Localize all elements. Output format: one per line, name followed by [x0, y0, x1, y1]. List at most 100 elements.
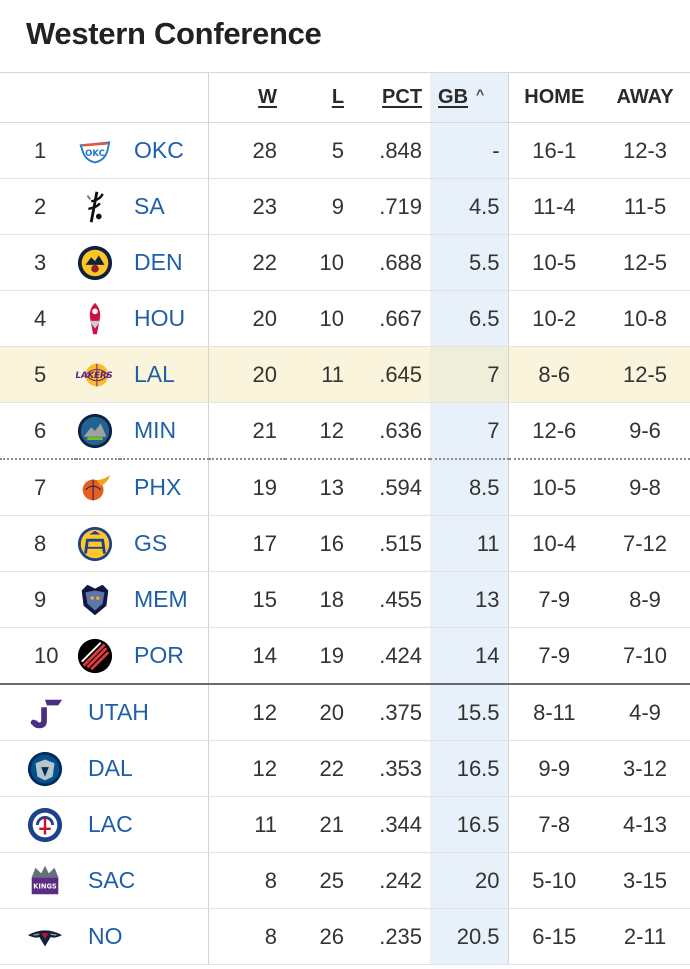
losses-cell: 11	[285, 346, 353, 403]
losses-cell: 25	[285, 852, 353, 909]
team-link[interactable]: NO	[88, 923, 123, 949]
hou-logo-icon[interactable]	[76, 300, 114, 338]
gb-cell: -	[430, 122, 509, 179]
rank-cell: 7	[0, 459, 76, 516]
sac-logo-icon[interactable]: KINGS	[26, 862, 64, 900]
home-record-cell: 9-9	[508, 740, 601, 797]
wins-cell: 23	[208, 178, 286, 235]
home-record-cell: 10-5	[508, 459, 601, 516]
losses-cell: 9	[285, 178, 353, 235]
gb-cell: 14	[430, 627, 509, 685]
no-logo-icon[interactable]	[26, 918, 64, 956]
rank-cell: 9	[0, 571, 76, 628]
losses-cell: 12	[285, 402, 353, 460]
team-link[interactable]: DAL	[88, 755, 133, 781]
table-row[interactable]: 10 POR 14 19.424 14 7-9 7-10	[0, 627, 690, 685]
table-row[interactable]: 6 MIN 21 12.636 7 12-6 9-6	[0, 402, 690, 460]
col-header-l[interactable]: L	[285, 72, 353, 123]
home-record-cell: 7-8	[508, 796, 601, 853]
team-link[interactable]: LAC	[88, 811, 133, 837]
rank-cell: 5	[0, 346, 76, 403]
table-row[interactable]: 4 HOU 20 10.667 6.5 10-2 10-8	[0, 290, 690, 347]
team-link[interactable]: SAC	[88, 867, 136, 893]
rank-cell: 10	[0, 627, 76, 685]
team-link[interactable]: POR	[120, 627, 209, 685]
por-logo-icon[interactable]	[76, 637, 114, 675]
svg-text:OKC: OKC	[85, 148, 105, 158]
col-header-w[interactable]: W	[208, 72, 286, 123]
team-link[interactable]: OKC	[120, 122, 209, 179]
pct-cell: .455	[352, 571, 431, 628]
gs-logo-icon[interactable]	[76, 525, 114, 563]
team-link[interactable]: MEM	[120, 571, 209, 628]
sa-logo-icon[interactable]	[76, 188, 114, 226]
gb-cell: 11	[430, 515, 509, 572]
mem-logo-icon[interactable]	[76, 581, 114, 619]
header-row: W L PCT GB ^ HOME AWAY	[0, 72, 690, 123]
table-row[interactable]: 3 DEN 22 10.688 5.5 10-5 12-5	[0, 234, 690, 291]
losses-cell: 10	[285, 290, 353, 347]
wins-cell: 19	[208, 459, 286, 516]
logo-cell	[76, 402, 120, 460]
team-link[interactable]: UTAH	[88, 699, 149, 725]
table-row[interactable]: 9 MEM 15 18.455 13 7-9 8-9	[0, 571, 690, 628]
wins-cell: 11	[208, 796, 286, 853]
team-link[interactable]: MIN	[120, 402, 209, 460]
wins-cell: 8	[208, 852, 286, 909]
table-row[interactable]: 8 GS 17 16.515 11 10-4 7-12	[0, 515, 690, 572]
col-header-gb[interactable]: GB ^	[430, 72, 509, 123]
losses-cell: 5	[285, 122, 353, 179]
team-link[interactable]: GS	[120, 515, 209, 572]
logo-cell	[76, 627, 120, 685]
table-row[interactable]: DAL 12 22.353 16.5 9-9 3-12	[0, 740, 690, 797]
table-row[interactable]: LAC 11 21.344 16.5 7-8 4-13	[0, 796, 690, 853]
lal-logo-icon[interactable]: LAKERS	[76, 356, 114, 394]
table-row[interactable]: 7 PHX 19 13.594 8.5 10-5 9-8	[0, 459, 690, 516]
table-row[interactable]: 5 LAKERS LAL 20 11.645 7 8-6 12-5	[0, 346, 690, 403]
table-row[interactable]: NO 8 26.235 20.5 6-15 2-11	[0, 908, 690, 965]
wins-cell: 20	[208, 290, 286, 347]
rank-cell: 2	[0, 178, 76, 235]
gb-cell: 16.5	[430, 796, 509, 853]
page-title: Western Conference	[26, 16, 322, 51]
lac-logo-icon[interactable]	[26, 806, 64, 844]
col-header-away: AWAY	[600, 72, 690, 123]
pct-cell: .719	[352, 178, 431, 235]
min-logo-icon[interactable]	[76, 412, 114, 450]
logo-cell: NO	[0, 908, 209, 965]
standings-table: W L PCT GB ^ HOME AWAY 1 OKC OKC 28 5.848-16-…	[0, 72, 690, 965]
team-link[interactable]: SA	[120, 178, 209, 235]
team-link[interactable]: DEN	[120, 234, 209, 291]
col-header-gb-label: GB	[438, 86, 469, 108]
dal-logo-icon[interactable]	[26, 750, 64, 788]
pct-cell: .353	[352, 740, 431, 797]
team-link[interactable]: LAL	[120, 346, 209, 403]
losses-cell: 13	[285, 459, 353, 516]
den-logo-icon[interactable]	[76, 244, 114, 282]
away-record-cell: 8-9	[600, 571, 690, 628]
col-header-pct[interactable]: PCT	[352, 72, 431, 123]
away-record-cell: 3-12	[600, 740, 690, 797]
wins-cell: 12	[208, 740, 286, 797]
table-row[interactable]: KINGS SAC 8 25.242 20 5-10 3-15	[0, 852, 690, 909]
losses-cell: 22	[285, 740, 353, 797]
okc-logo-icon[interactable]: OKC	[76, 132, 114, 170]
rank-cell: 4	[0, 290, 76, 347]
phx-logo-icon[interactable]	[76, 469, 114, 507]
away-record-cell: 12-5	[600, 234, 690, 291]
home-record-cell: 12-6	[508, 402, 601, 460]
table-row[interactable]: UTAH 12 20.375 15.5 8-11 4-9	[0, 684, 690, 741]
losses-cell: 21	[285, 796, 353, 853]
team-link[interactable]: HOU	[120, 290, 209, 347]
pct-cell: .645	[352, 346, 431, 403]
pct-cell: .235	[352, 908, 431, 965]
wins-cell: 8	[208, 908, 286, 965]
team-link[interactable]: PHX	[120, 459, 209, 516]
logo-cell: KINGS SAC	[0, 852, 209, 909]
away-record-cell: 4-9	[600, 684, 690, 741]
table-row[interactable]: 1 OKC OKC 28 5.848-16-1 12-3	[0, 122, 690, 179]
logo-cell: DAL	[0, 740, 209, 797]
home-record-cell: 8-6	[508, 346, 601, 403]
table-row[interactable]: 2 SA 23 9.719 4.5 11-4 11-5	[0, 178, 690, 235]
utah-logo-icon[interactable]	[26, 694, 64, 732]
